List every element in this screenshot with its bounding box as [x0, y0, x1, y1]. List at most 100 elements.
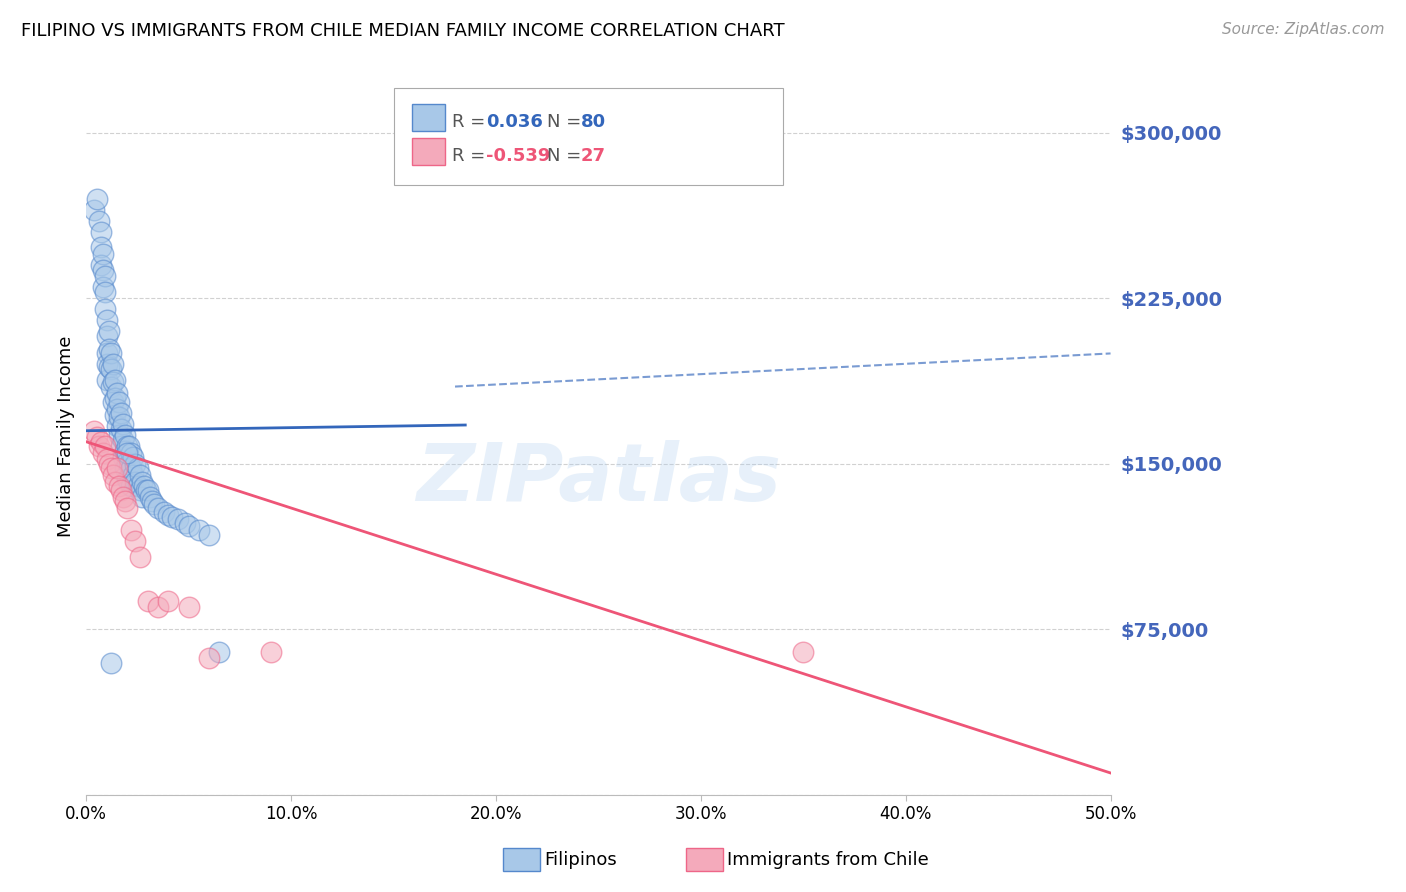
Point	[198, 651, 221, 665]
Point	[108, 428, 131, 442]
Point	[110, 439, 132, 453]
Point	[96, 313, 118, 327]
FancyBboxPatch shape	[394, 88, 783, 185]
Point	[110, 483, 132, 498]
Text: -0.539: -0.539	[485, 147, 550, 165]
Text: Source: ZipAtlas.com: Source: ZipAtlas.com	[1222, 22, 1385, 37]
Point	[108, 479, 131, 493]
Point	[90, 434, 112, 449]
Point	[118, 439, 141, 453]
Point	[122, 450, 145, 465]
Point	[131, 475, 153, 489]
Point	[91, 446, 114, 460]
Point	[83, 424, 105, 438]
Point	[120, 446, 142, 460]
Point	[91, 280, 114, 294]
Point	[104, 373, 127, 387]
Point	[146, 501, 169, 516]
Point	[93, 302, 115, 317]
Point	[128, 549, 150, 564]
Point	[136, 483, 159, 498]
Point	[100, 362, 122, 376]
Point	[122, 467, 145, 482]
Text: Immigrants from Chile: Immigrants from Chile	[727, 851, 928, 869]
Point	[97, 457, 120, 471]
Point	[120, 461, 142, 475]
Point	[105, 386, 128, 401]
Point	[91, 247, 114, 261]
Point	[162, 509, 184, 524]
Point	[157, 508, 180, 522]
Point	[124, 534, 146, 549]
Point	[96, 373, 118, 387]
Point	[142, 497, 165, 511]
Point	[90, 258, 112, 272]
FancyBboxPatch shape	[412, 104, 444, 131]
Point	[188, 523, 211, 537]
Text: N =: N =	[547, 147, 588, 165]
Text: FILIPINO VS IMMIGRANTS FROM CHILE MEDIAN FAMILY INCOME CORRELATION CHART: FILIPINO VS IMMIGRANTS FROM CHILE MEDIAN…	[21, 22, 785, 40]
Point	[177, 600, 200, 615]
Point	[105, 461, 128, 475]
Text: 27: 27	[581, 147, 606, 165]
Point	[141, 494, 163, 508]
Point	[136, 593, 159, 607]
Point	[112, 490, 135, 504]
Point	[91, 262, 114, 277]
Point	[83, 202, 105, 217]
Point	[117, 472, 139, 486]
Point	[93, 439, 115, 453]
Point	[260, 644, 283, 658]
Point	[139, 490, 162, 504]
Point	[100, 656, 122, 670]
Point	[792, 644, 814, 658]
Point	[93, 269, 115, 284]
Text: R =: R =	[451, 147, 491, 165]
Point	[124, 457, 146, 471]
Text: Filipinos: Filipinos	[544, 851, 617, 869]
Point	[110, 406, 132, 420]
Point	[167, 512, 190, 526]
Text: 0.036: 0.036	[485, 113, 543, 131]
Point	[96, 358, 118, 372]
Point	[86, 430, 108, 444]
Point	[117, 439, 139, 453]
Point	[105, 401, 128, 416]
Point	[124, 475, 146, 489]
Point	[104, 475, 127, 489]
Point	[112, 450, 135, 465]
Point	[108, 395, 131, 409]
Point	[100, 379, 122, 393]
Point	[100, 346, 122, 360]
Point	[128, 483, 150, 498]
Y-axis label: Median Family Income: Median Family Income	[58, 335, 75, 537]
Point	[146, 600, 169, 615]
Point	[117, 501, 139, 516]
Point	[157, 593, 180, 607]
Point	[100, 461, 122, 475]
Point	[117, 446, 139, 460]
Point	[90, 240, 112, 254]
Point	[96, 328, 118, 343]
FancyBboxPatch shape	[412, 137, 444, 165]
Point	[97, 324, 120, 338]
Point	[110, 421, 132, 435]
Point	[114, 494, 136, 508]
Point	[198, 527, 221, 541]
Text: 80: 80	[581, 113, 606, 131]
Point	[114, 443, 136, 458]
Point	[112, 433, 135, 447]
Point	[135, 483, 157, 498]
Point	[96, 452, 118, 467]
Point	[96, 346, 118, 360]
Point	[120, 479, 142, 493]
Point	[132, 479, 155, 493]
Point	[117, 455, 139, 469]
Point	[101, 375, 124, 389]
Point	[101, 467, 124, 482]
Point	[114, 461, 136, 475]
Point	[104, 409, 127, 423]
Point	[101, 395, 124, 409]
Point	[208, 644, 231, 658]
Point	[101, 358, 124, 372]
